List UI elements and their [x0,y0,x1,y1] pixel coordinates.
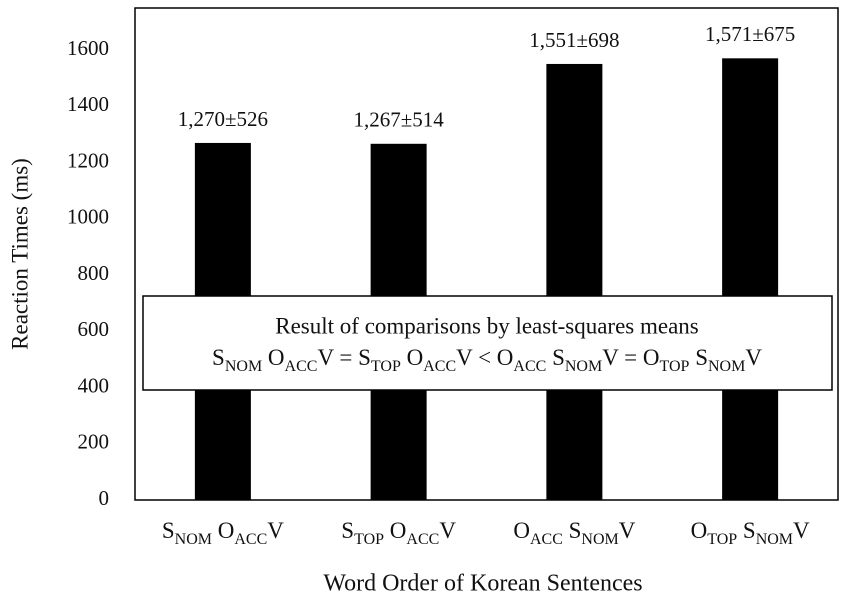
annotation-box [142,295,833,391]
text-segment: V = S [317,345,370,370]
x-axis-title: Word Order of Korean Sentences [323,571,642,597]
y-tick-label: 600 [78,317,110,341]
subscript: NOM [175,531,212,548]
y-tick-label: 1600 [67,36,109,60]
subscript: TOP [660,358,690,375]
text-segment: O [384,518,406,543]
subscript: ACC [234,531,267,548]
y-tick-label: 0 [99,486,110,510]
text-segment: S [162,518,175,543]
plot-frame [134,7,839,501]
y-tick-label: 1200 [67,148,109,172]
x-tick-label: STOP OACCV [341,518,456,547]
text-segment: S [563,518,582,543]
subscript: ACC [513,358,546,375]
subscript: TOP [707,531,737,548]
text-segment: V < O [456,345,513,370]
subscript: NOM [565,358,602,375]
text-segment: O [691,518,708,543]
text-segment: O [262,345,284,370]
subscript: TOP [371,358,401,375]
y-tick-label: 400 [78,373,110,397]
value-label: 1,551±698 [529,28,619,52]
subscript: ACC [530,531,563,548]
annotation-formula: SNOM OACCV = STOP OACCV < OACC SNOMV = O… [212,345,762,374]
bar [546,63,603,501]
text-segment: V = O [602,345,659,370]
x-tick-label: SNOM OACCV [162,518,284,547]
y-tick-label: 1400 [67,92,109,116]
text-segment: S [689,345,708,370]
subscript: ACC [285,358,318,375]
value-label: 1,267±514 [353,108,444,132]
text-segment: O [401,345,423,370]
subscript: NOM [756,531,793,548]
value-label: 1,270±526 [178,107,268,131]
subscript: ACC [423,358,456,375]
y-tick-label: 200 [78,430,110,454]
text-segment: O [513,518,530,543]
text-segment: V [267,518,284,543]
text-segment: S [546,345,565,370]
text-segment: V [745,345,762,370]
text-segment: V [793,518,810,543]
bar [722,58,779,500]
y-tick-label: 1000 [67,205,109,229]
text-segment: S [737,518,756,543]
annotation-title: Result of comparisons by least-squares m… [275,313,699,338]
value-label: 1,571±675 [705,22,795,46]
x-tick-label: OTOP SNOMV [691,518,810,547]
x-tick-label: OACC SNOMV [513,518,635,547]
text-segment: O [212,518,234,543]
text-segment: V [439,518,456,543]
text-segment: S [341,518,354,543]
subscript: ACC [406,531,439,548]
y-axis-title: Reaction Times (ms) [7,158,32,350]
subscript: NOM [225,358,262,375]
text-segment: S [212,345,225,370]
subscript: NOM [581,531,618,548]
subscript: NOM [708,358,745,375]
y-tick-label: 800 [78,261,110,285]
text-segment: V [619,518,636,543]
subscript: TOP [354,531,384,548]
